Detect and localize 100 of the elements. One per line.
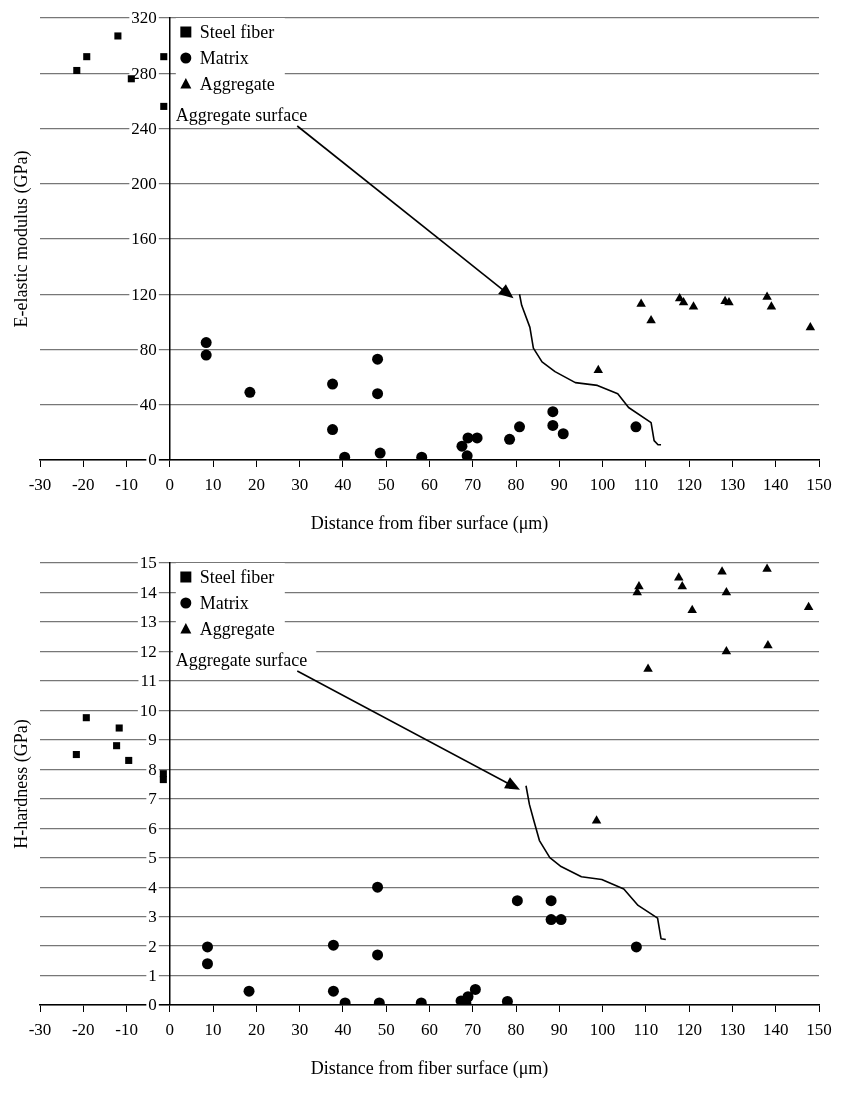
point	[547, 406, 559, 418]
point	[416, 451, 428, 460]
point	[83, 53, 91, 61]
point	[593, 364, 604, 373]
annotation: Aggregate surface	[175, 104, 308, 125]
point	[721, 586, 732, 596]
y-axis-title: H-hardness (GPa)	[10, 719, 32, 849]
point	[547, 419, 559, 431]
y-tick-label: 320	[131, 8, 157, 28]
legend-label: Matrix	[199, 47, 249, 68]
x-tick-label: 40	[334, 1019, 352, 1039]
y-tick-label: 10	[139, 700, 157, 720]
y-tick-label: 9	[148, 730, 157, 750]
x-tick-label: -10	[115, 474, 138, 494]
x-tick-label: 110	[633, 474, 659, 494]
point	[82, 714, 90, 722]
x-tick-label: 20	[247, 474, 265, 494]
y-tick-label: 11	[140, 671, 157, 691]
x-tick-label: 130	[719, 474, 746, 494]
point	[634, 581, 644, 590]
y-tick-label: 13	[139, 612, 157, 632]
y-tick-label: 80	[139, 339, 157, 359]
x-tick-label: -30	[28, 1019, 52, 1039]
point	[200, 337, 212, 349]
point	[643, 663, 653, 672]
y-tick-label: 6	[148, 818, 157, 838]
point	[630, 941, 642, 953]
x-tick-label: 90	[550, 474, 568, 494]
point	[160, 53, 168, 61]
point	[646, 314, 656, 324]
point	[545, 914, 557, 926]
point	[200, 349, 212, 361]
point	[327, 378, 339, 390]
point	[630, 421, 642, 433]
point	[766, 301, 777, 310]
x-tick-label: 70	[464, 474, 482, 494]
y-tick-label: 4	[148, 877, 158, 897]
point	[591, 815, 602, 824]
point	[677, 581, 688, 590]
point	[724, 297, 734, 306]
point	[115, 724, 123, 732]
point	[113, 742, 121, 750]
point	[763, 640, 773, 649]
x-tick-label: 20	[247, 1019, 265, 1039]
legend-label: Aggregate	[199, 73, 275, 94]
x-tick-label: 30	[291, 1019, 309, 1039]
x-tick-label: 10	[204, 1019, 222, 1039]
point	[243, 985, 255, 997]
x-tick-label: 130	[719, 1019, 746, 1039]
point	[456, 440, 468, 452]
point	[678, 297, 689, 306]
x-tick-label: -10	[115, 1019, 138, 1039]
x-tick-label: 120	[676, 1019, 702, 1039]
point	[339, 451, 351, 460]
point	[114, 32, 122, 40]
x-tick-label: 60	[421, 1019, 438, 1039]
x-tick-label: 50	[377, 1019, 395, 1039]
y-tick-label: 5	[148, 848, 157, 868]
point	[471, 432, 483, 444]
x-axis-title: Distance from fiber surface (μm)	[310, 1057, 549, 1079]
x-tick-label: -20	[71, 1019, 95, 1039]
x-tick-label: 150	[806, 474, 832, 494]
x-tick-label: -20	[71, 474, 95, 494]
x-tick-label: -30	[28, 474, 52, 494]
point	[762, 563, 772, 572]
point	[501, 995, 513, 1005]
point	[72, 751, 80, 759]
point	[545, 895, 557, 907]
point	[372, 949, 384, 961]
legend-label: Steel fiber	[199, 566, 275, 587]
y-tick-label: 280	[131, 63, 157, 83]
x-tick-label: 70	[464, 1019, 482, 1039]
point	[372, 881, 384, 893]
point	[469, 983, 481, 995]
point	[462, 991, 474, 1003]
point	[327, 985, 339, 997]
point	[762, 291, 772, 300]
legend-label: Matrix	[199, 592, 249, 613]
point	[327, 424, 339, 436]
y-tick-label: 3	[148, 907, 157, 927]
y-tick-label: 7	[148, 789, 158, 809]
y-tick-label: 200	[131, 174, 157, 194]
y-tick-label: 0	[148, 995, 157, 1015]
legend-label: Aggregate	[199, 618, 275, 639]
legend-label: Steel fiber	[199, 21, 275, 42]
x-tick-label: 80	[507, 474, 525, 494]
y-axis-title: E-elastic modulus (GPa)	[10, 150, 32, 328]
point	[803, 601, 814, 610]
x-tick-label: 40	[334, 474, 352, 494]
y-tick-label: 2	[148, 936, 157, 956]
point	[511, 895, 523, 907]
point	[687, 604, 697, 613]
y-tick-label: 160	[131, 229, 157, 249]
y-tick-label: 0	[148, 450, 157, 470]
x-tick-label: 100	[589, 1019, 616, 1039]
point	[504, 433, 516, 445]
x-tick-label: 120	[676, 474, 702, 494]
y-tick-label: 14	[139, 582, 158, 602]
point	[125, 756, 133, 764]
x-tick-label: 0	[165, 474, 175, 494]
